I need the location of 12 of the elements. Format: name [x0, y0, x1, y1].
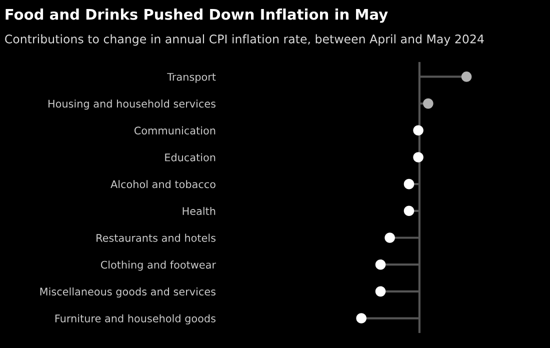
y-tick-label: Education: [165, 153, 216, 162]
y-tick-label: Furniture and household goods: [55, 314, 216, 324]
text: Contributions to change in annual CPI inflation rate, between April and May 2024: [5, 34, 484, 46]
y-tick-label: Clothing and footwear: [100, 260, 216, 271]
y-tick-label: Alcohol and tobacco: [110, 180, 216, 188]
y-tick-label: Health: [182, 206, 216, 216]
y-tick-label: Communication: [134, 126, 216, 134]
text: Food and Drinks Pushed Down Inflation in May: [6, 8, 388, 23]
y-tick-label: Miscellaneous goods and services: [40, 287, 216, 298]
y-tick-label: Housing and household services: [48, 100, 216, 110]
y-tick-label: Restaurants and hotels: [96, 234, 216, 242]
y-tick-label: Transport: [167, 73, 216, 83]
